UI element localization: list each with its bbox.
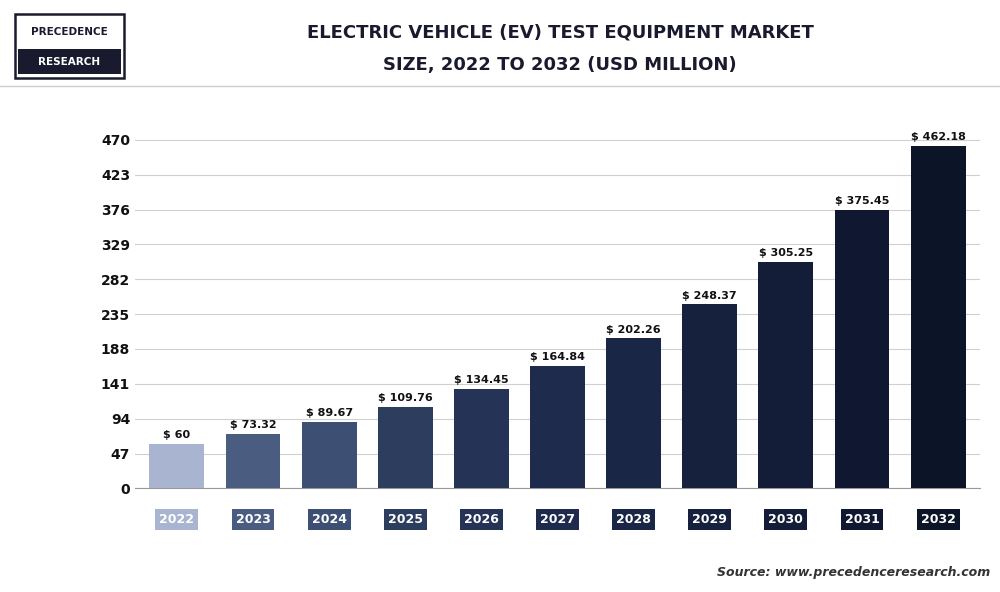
Text: 2029: 2029: [692, 513, 727, 526]
Text: $ 202.26: $ 202.26: [606, 325, 661, 334]
Bar: [454, 389, 509, 488]
Bar: [18, 49, 121, 75]
Text: $ 60: $ 60: [163, 430, 190, 440]
Text: $ 164.84: $ 164.84: [530, 352, 585, 362]
Bar: [149, 444, 204, 488]
Text: $ 248.37: $ 248.37: [682, 291, 737, 301]
Text: SIZE, 2022 TO 2032 (USD MILLION): SIZE, 2022 TO 2032 (USD MILLION): [383, 56, 737, 74]
Text: $ 73.32: $ 73.32: [230, 420, 276, 430]
Text: PRECEDENCE: PRECEDENCE: [31, 27, 108, 37]
Bar: [682, 304, 737, 488]
Text: 2030: 2030: [768, 513, 803, 526]
Text: $ 109.76: $ 109.76: [378, 393, 433, 403]
Text: 2022: 2022: [159, 513, 194, 526]
Text: 2024: 2024: [312, 513, 347, 526]
Text: $ 134.45: $ 134.45: [454, 375, 509, 385]
Text: $ 462.18: $ 462.18: [911, 132, 966, 142]
Bar: [606, 339, 661, 488]
Bar: [302, 422, 357, 488]
Text: RESEARCH: RESEARCH: [38, 57, 101, 66]
Bar: [911, 146, 966, 488]
Text: 2027: 2027: [540, 513, 575, 526]
Text: $ 305.25: $ 305.25: [759, 249, 813, 258]
Text: 2023: 2023: [236, 513, 270, 526]
Bar: [758, 262, 813, 488]
Text: 2032: 2032: [921, 513, 956, 526]
Text: 2031: 2031: [845, 513, 879, 526]
Bar: [226, 434, 280, 488]
Text: 2026: 2026: [464, 513, 499, 526]
Text: 2028: 2028: [616, 513, 651, 526]
Bar: [530, 366, 585, 488]
Text: ELECTRIC VEHICLE (EV) TEST EQUIPMENT MARKET: ELECTRIC VEHICLE (EV) TEST EQUIPMENT MAR…: [307, 24, 813, 41]
Text: $ 89.67: $ 89.67: [306, 408, 353, 418]
Bar: [378, 407, 433, 488]
Bar: [835, 210, 889, 488]
Text: Source: www.precedenceresearch.com: Source: www.precedenceresearch.com: [717, 566, 990, 579]
Text: $ 375.45: $ 375.45: [835, 197, 889, 206]
Text: 2025: 2025: [388, 513, 423, 526]
